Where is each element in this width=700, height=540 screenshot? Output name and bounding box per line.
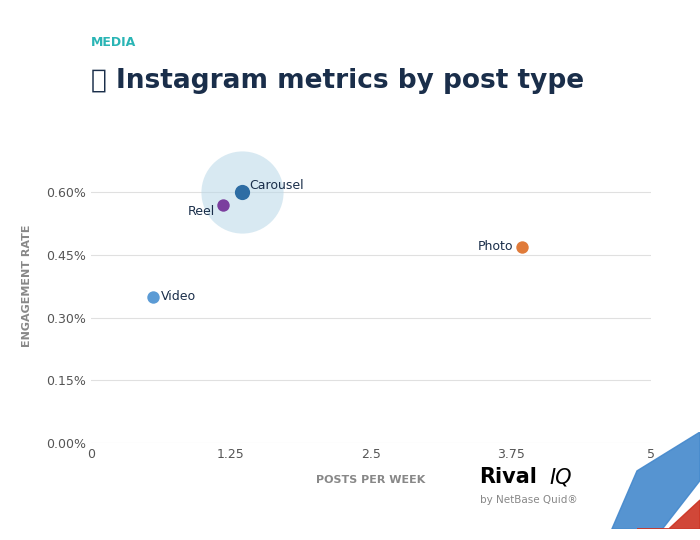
Point xyxy=(147,292,158,301)
Text: Video: Video xyxy=(160,290,195,303)
Point xyxy=(517,242,528,251)
X-axis label: POSTS PER WEEK: POSTS PER WEEK xyxy=(316,475,426,484)
Polygon shape xyxy=(612,432,700,529)
Text: Rival: Rival xyxy=(480,467,538,487)
Text: by NetBase Quid®: by NetBase Quid® xyxy=(480,495,577,505)
Text: IQ: IQ xyxy=(550,467,572,487)
Text: ⓘ Instagram metrics by post type: ⓘ Instagram metrics by post type xyxy=(91,68,584,93)
Y-axis label: ENGAGEMENT RATE: ENGAGEMENT RATE xyxy=(22,225,32,347)
Point xyxy=(237,188,248,197)
Text: Photo: Photo xyxy=(477,240,513,253)
Text: Carousel: Carousel xyxy=(249,179,304,192)
Point xyxy=(237,188,248,197)
Text: MEDIA: MEDIA xyxy=(91,36,136,49)
Polygon shape xyxy=(637,500,700,529)
Text: Reel: Reel xyxy=(188,205,216,218)
Point xyxy=(218,200,229,209)
